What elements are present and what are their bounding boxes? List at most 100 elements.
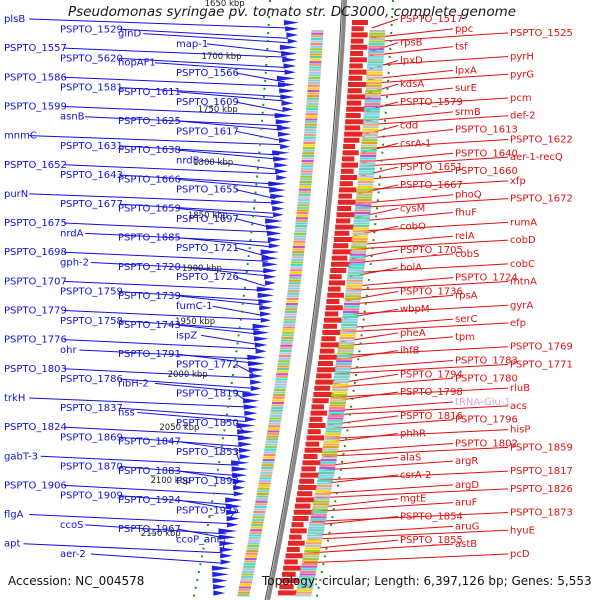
minus-feature-arrow: [274, 113, 293, 119]
right-gene-label: cysM: [400, 204, 425, 215]
minus-feature-arrow: [256, 286, 275, 292]
cog-bar-outer: [359, 160, 376, 163]
right-gene-label: efp: [510, 318, 526, 329]
label-leader-line: [309, 525, 454, 536]
left-gene-label: ispZ: [176, 330, 197, 341]
minus-feature-arrow: [231, 466, 249, 472]
minus-feature-arrow: [248, 367, 265, 373]
cog-bar-inner: [305, 110, 318, 113]
cog-bar-outer: [360, 152, 377, 155]
cog-bar-outer: [337, 349, 354, 352]
plus-feature-block: [347, 88, 362, 94]
right-gene-label: pcm: [510, 93, 532, 104]
cog-bar-outer: [343, 308, 360, 311]
plus-feature-block: [285, 553, 303, 559]
minus-feature-arrow: [284, 69, 296, 75]
label-leader-line: [177, 353, 255, 364]
cog-bar-outer: [361, 141, 378, 144]
label-leader-line: [63, 426, 244, 437]
label-leader-line: [305, 543, 454, 554]
minus-feature-arrow: [268, 243, 281, 249]
cog-bar-outer: [368, 45, 385, 48]
cog-bar-outer: [344, 300, 361, 303]
label-leader-line: [23, 543, 223, 554]
label-leader-line: [311, 512, 509, 523]
minus-feature-arrow: [219, 540, 235, 546]
plus-feature-block: [335, 218, 351, 224]
label-leader-line: [348, 277, 454, 288]
cog-bar-outer: [327, 414, 344, 417]
minus-feature-arrow: [248, 361, 266, 367]
minus-feature-arrow: [226, 509, 241, 515]
left-gene-label: PSPTO_1726: [176, 272, 239, 283]
cog-bar-inner: [310, 48, 323, 51]
cog-bar-inner: [268, 422, 281, 425]
cog-bar-inner: [289, 271, 302, 274]
left-gene-label: trkH: [4, 393, 25, 404]
cog-bar-inner: [263, 456, 276, 459]
minus-feature-arrow: [220, 553, 233, 559]
cog-bar-inner: [278, 357, 291, 360]
right-gene-label: hyuE: [510, 525, 535, 536]
right-gene-label: PSPTO_1724: [455, 273, 518, 284]
right-gene-label: PSPTO_1672: [510, 194, 573, 205]
left-gene-label: PSPTO_1697: [176, 214, 239, 225]
right-gene-label: PSPTO_1873: [510, 508, 573, 519]
right-gene-label: ppc: [455, 24, 473, 35]
cog-bar-outer: [308, 529, 325, 532]
cog-bar-outer: [345, 287, 362, 290]
label-leader-line: [349, 263, 509, 274]
cog-bar-outer: [364, 100, 381, 103]
cog-bar-outer: [333, 378, 350, 381]
label-leader-line: [344, 304, 509, 315]
cog-bar-outer: [366, 74, 383, 77]
label-leader-line: [339, 346, 509, 357]
plus-feature-block: [349, 63, 363, 69]
label-leader-line: [29, 135, 281, 146]
label-leader-line: [63, 47, 287, 58]
label-leader-line: [63, 76, 285, 87]
plus-feature-block: [339, 181, 353, 187]
label-leader-line: [177, 295, 263, 306]
cog-bar-outer: [358, 167, 375, 170]
label-leader-line: [342, 322, 509, 333]
cog-bar-outer: [295, 591, 312, 594]
cog-bar-outer: [317, 477, 334, 480]
label-leader-line: [63, 368, 253, 379]
cog-bar-outer: [326, 422, 343, 425]
cog-bar-inner: [284, 310, 297, 313]
plus-feature-block: [290, 528, 307, 534]
cog-bar-outer: [362, 126, 379, 129]
minus-feature-arrow: [266, 230, 282, 236]
minus-feature-arrow: [274, 162, 289, 168]
label-leader-line: [85, 524, 227, 535]
cog-color-track: [237, 30, 386, 597]
label-leader-line: [63, 222, 272, 233]
minus-feature-arrow: [266, 224, 283, 230]
right-gene-label: lpxA: [455, 65, 477, 76]
cog-bar-inner: [307, 87, 320, 90]
left-gene-label: PSPTO_1870: [60, 462, 123, 473]
plus-feature-block: [348, 69, 367, 75]
cog-bar-outer: [365, 89, 382, 92]
left-gene-label: PSPTO_1698: [4, 247, 67, 258]
label-leader-line: [143, 33, 288, 44]
cog-bar-outer: [344, 297, 361, 300]
cog-bar-inner: [303, 139, 316, 142]
cog-bar-outer: [356, 188, 373, 191]
right-gene-label: cdd: [400, 121, 418, 132]
cog-bar-inner: [309, 63, 322, 66]
cog-bar-inner: [306, 102, 319, 105]
cog-bar-outer: [340, 326, 357, 329]
genome-title: Pseudomonas syringae pv. tomato str. DC3…: [68, 4, 517, 20]
cog-bar-outer: [354, 214, 371, 217]
cog-bar-inner: [292, 248, 305, 251]
minus-feature-arrow: [252, 323, 271, 329]
cog-bar-outer: [356, 196, 373, 199]
minus-feature-arrow: [269, 187, 287, 193]
plus-feature-block: [306, 435, 324, 441]
label-leader-line: [177, 207, 274, 218]
cog-bar-outer: [296, 589, 313, 592]
label-leader-line: [90, 553, 221, 564]
left-gene-label: ohr: [60, 345, 77, 356]
